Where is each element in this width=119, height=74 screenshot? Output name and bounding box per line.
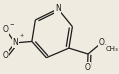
Text: O: O <box>98 38 104 47</box>
Text: CH₃: CH₃ <box>105 46 118 52</box>
Text: O: O <box>84 63 90 72</box>
Text: O: O <box>2 51 8 60</box>
Text: −: − <box>9 21 14 26</box>
Text: N: N <box>55 4 61 13</box>
Text: +: + <box>19 33 23 38</box>
Text: O: O <box>3 25 9 34</box>
Text: N: N <box>12 38 18 47</box>
